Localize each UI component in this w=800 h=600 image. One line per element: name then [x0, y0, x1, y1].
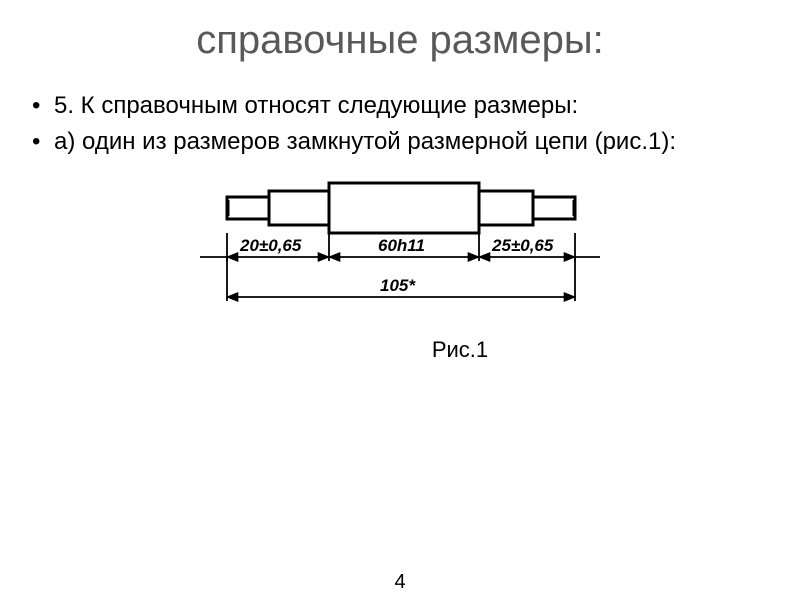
bullet-item: 5. К справочным относят следующие размер…: [32, 91, 754, 121]
figure-caption: Рис.1: [432, 337, 488, 363]
slide: справочные размеры: 5. К справочным отно…: [0, 18, 800, 600]
svg-text:25±0,65: 25±0,65: [491, 236, 554, 255]
bullet-list: 5. К справочным относят следующие размер…: [32, 91, 800, 157]
bullet-item: а) один из размеров замкнутой размерной …: [32, 127, 754, 157]
svg-text:105*: 105*: [380, 276, 416, 295]
figure: 20±0,65 60h11 25±0,65 105* Рис.1: [0, 165, 800, 363]
slide-title: справочные размеры:: [0, 18, 800, 63]
svg-text:60h11: 60h11: [378, 236, 425, 255]
page-number: 4: [394, 571, 405, 594]
technical-drawing: 20±0,65 60h11 25±0,65 105*: [140, 165, 660, 335]
svg-text:20±0,65: 20±0,65: [239, 236, 302, 255]
